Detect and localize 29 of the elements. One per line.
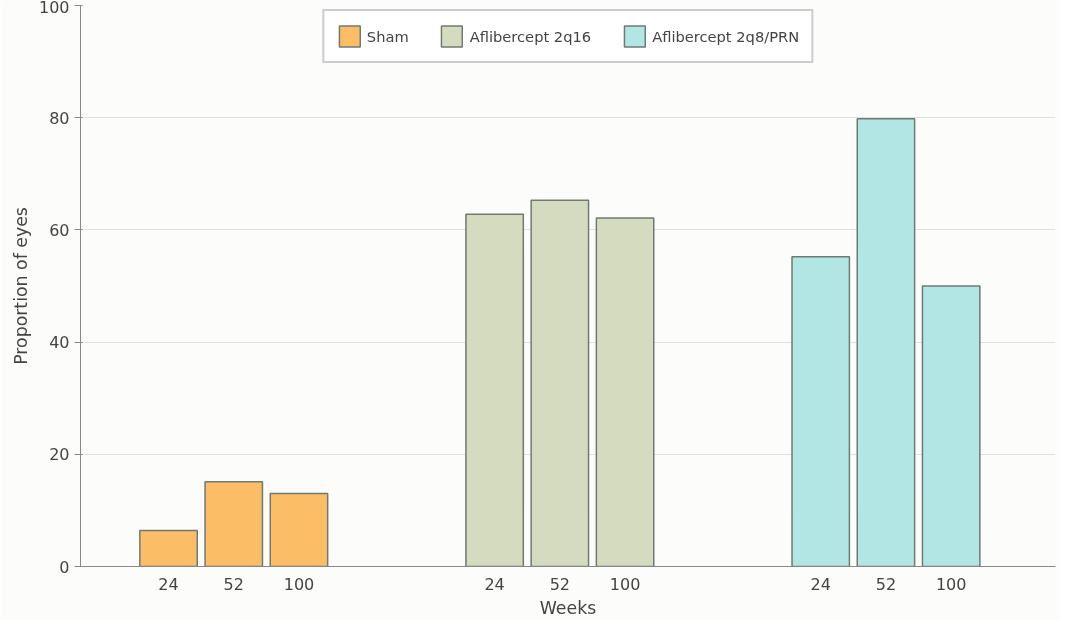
bar (595, 217, 655, 567)
x-tick-label: 24 (158, 574, 179, 594)
y-tick-label: 40 (49, 333, 70, 353)
y-tick-label: 20 (49, 445, 70, 465)
legend-label: Aflibercept 2q8/PRN (652, 27, 800, 45)
x-tick-label: 100 (283, 574, 315, 594)
y-axis-title: Proportion of eyes (10, 207, 31, 365)
x-tick-label: 52 (223, 574, 244, 594)
x-tick-label: 24 (484, 574, 505, 594)
y-tick-label: 80 (49, 108, 70, 128)
y-tick-label: 0 (59, 557, 70, 577)
bar (139, 529, 198, 567)
legend-label: Sham (366, 27, 409, 45)
bar (269, 492, 329, 567)
x-tick-label: 100 (609, 574, 641, 594)
y-tick-label: 60 (49, 220, 70, 240)
bar (921, 285, 981, 567)
bar (530, 199, 590, 567)
bar (465, 213, 525, 567)
bar (204, 481, 264, 567)
x-tick-label: 100 (935, 574, 967, 594)
bar (856, 118, 916, 567)
y-tick-label: 100 (38, 0, 70, 17)
bar (791, 256, 851, 567)
x-tick-label: 52 (875, 574, 897, 594)
x-tick-label: 52 (549, 574, 571, 594)
x-axis-title: Weeks (539, 597, 597, 618)
x-tick-label: 24 (810, 574, 831, 594)
legend-label: Aflibercept 2q16 (469, 27, 592, 45)
